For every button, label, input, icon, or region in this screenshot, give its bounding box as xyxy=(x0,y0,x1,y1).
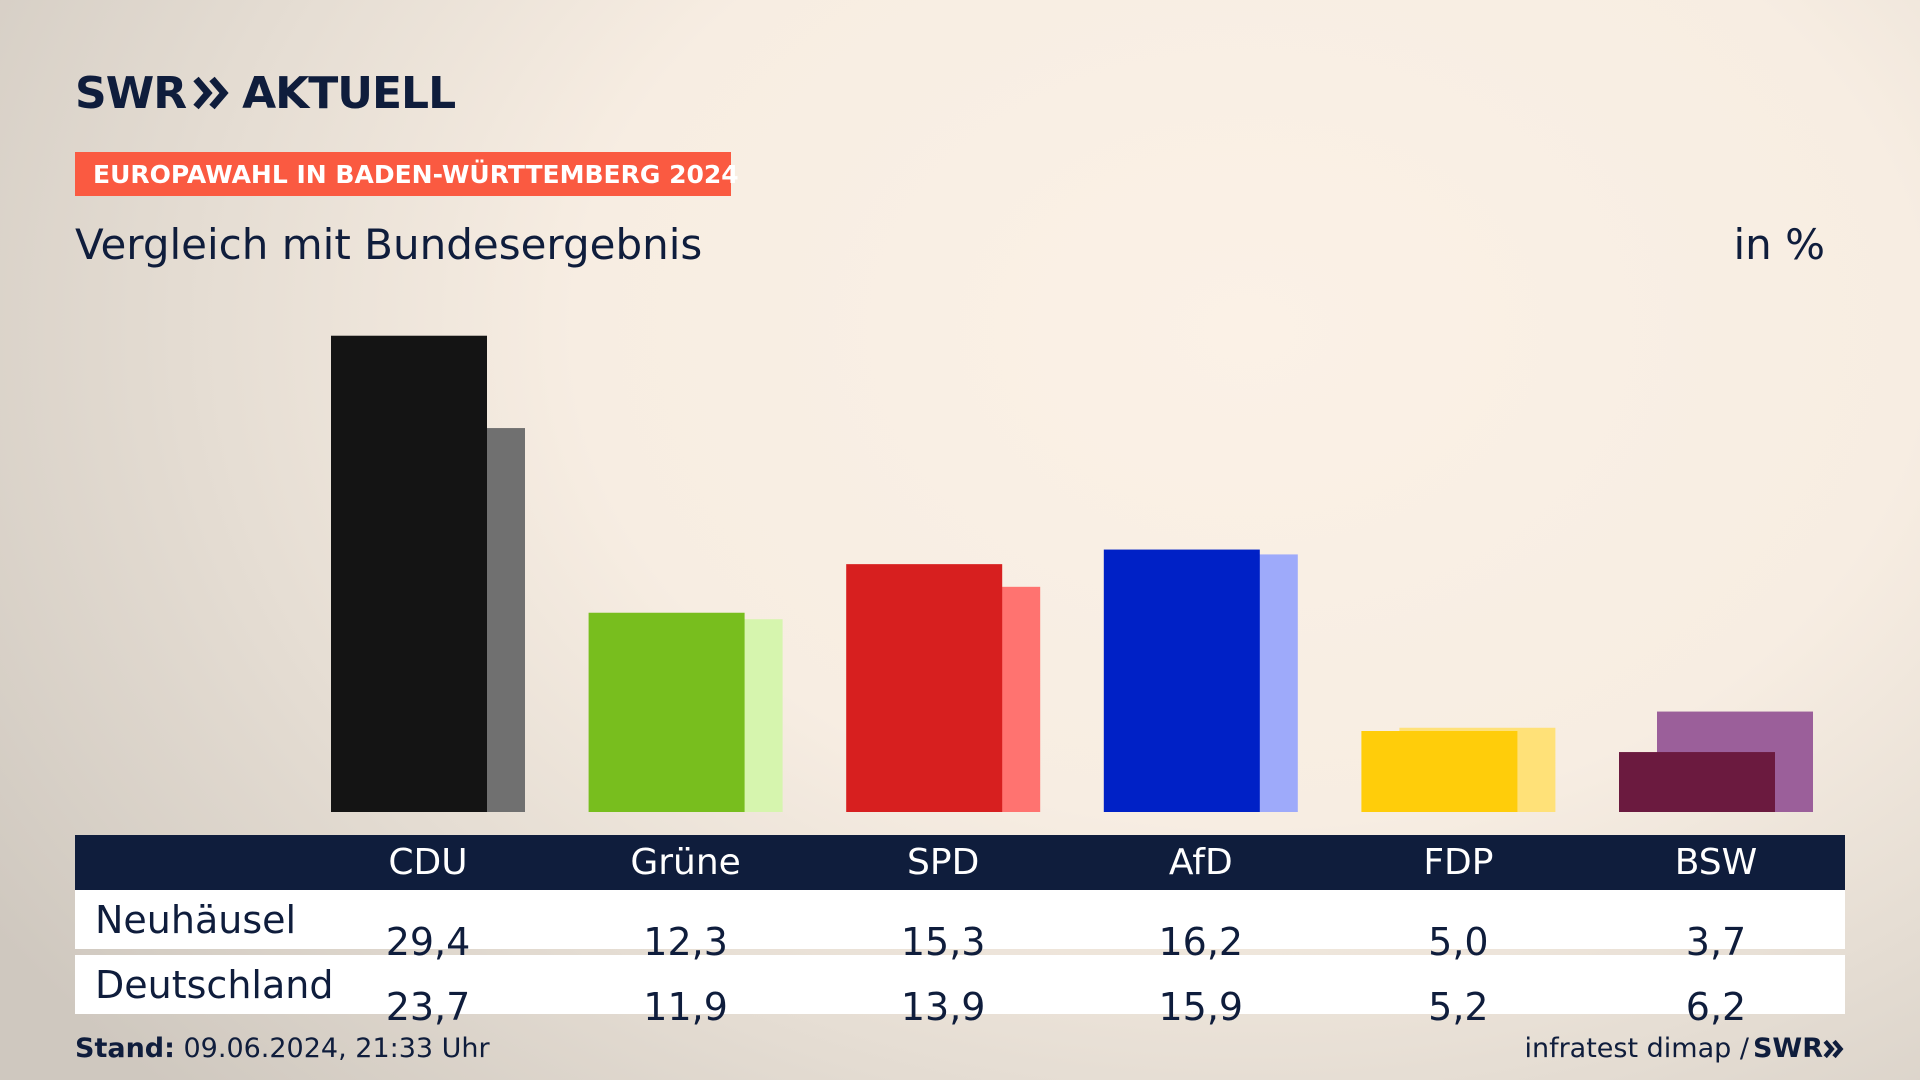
row-label-national: Deutschland xyxy=(95,962,334,1007)
column-header-0: CDU xyxy=(388,842,468,883)
row-label-local: Neuhäusel xyxy=(95,897,297,942)
bar-local-5 xyxy=(1619,752,1775,812)
table-cell: 11,9 xyxy=(643,984,728,1029)
column-header-2: SPD xyxy=(907,842,980,883)
table-cell: 15,3 xyxy=(900,919,986,964)
table-cell: 3,7 xyxy=(1685,919,1747,964)
table-cell: 16,2 xyxy=(1158,919,1244,964)
timestamp: Stand: 09.06.2024, 21:33 Uhr xyxy=(75,1033,490,1064)
table-cell: 23,7 xyxy=(385,984,471,1029)
election-tag: EUROPAWAHL IN BADEN-WÜRTTEMBERG 2024 xyxy=(75,152,739,196)
bar-chart xyxy=(331,335,1813,812)
logo-brand: SWR xyxy=(75,67,187,119)
double-chevron-icon xyxy=(1823,1039,1844,1058)
bar-local-1 xyxy=(588,612,745,812)
results-table: CDU Grüne SPD AfD FDP BSW Neuhäusel 29,4 12,3 1… xyxy=(75,835,1845,1029)
logo-product: AKTUELL xyxy=(242,67,456,119)
chart-subtitle: Vergleich mit Bundesergebnis xyxy=(75,220,703,269)
bar-local-2 xyxy=(846,564,1003,812)
source-text: infratest dimap / xyxy=(1524,1033,1749,1064)
table-header: CDU Grüne SPD AfD FDP BSW xyxy=(75,835,1845,890)
column-header-4: FDP xyxy=(1423,842,1494,883)
column-header-3: AfD xyxy=(1168,842,1233,883)
table-row: Deutschland 23,7 11,9 13,9 15,9 5,2 6,2 xyxy=(75,955,1845,1029)
stand-value: 09.06.2024, 21:33 Uhr xyxy=(174,1033,490,1064)
table-cell: 12,3 xyxy=(643,919,728,964)
table-row: Neuhäusel 29,4 12,3 15,3 16,2 5,0 3,7 xyxy=(75,890,1845,964)
unit-label: in % xyxy=(1733,220,1825,269)
source-credit: infratest dimap / SWR xyxy=(1524,1033,1845,1064)
table-cell: 5,0 xyxy=(1428,919,1489,964)
source-brand: SWR xyxy=(1752,1033,1823,1064)
stand-label: Stand: xyxy=(75,1033,175,1064)
double-chevron-icon xyxy=(193,76,229,110)
column-header-1: Grüne xyxy=(630,842,741,883)
table-cell: 15,9 xyxy=(1158,984,1244,1029)
bar-local-3 xyxy=(1103,549,1260,812)
column-header-5: BSW xyxy=(1674,842,1758,883)
table-cell: 5,2 xyxy=(1428,984,1489,1029)
bar-local-4 xyxy=(1361,731,1518,812)
table-cell: 6,2 xyxy=(1685,984,1747,1029)
swr-aktuell-logo: SWR AKTUELL xyxy=(75,67,456,119)
table-cell: 29,4 xyxy=(385,919,471,964)
table-cell: 13,9 xyxy=(900,984,986,1029)
bar-local-0 xyxy=(331,335,487,812)
